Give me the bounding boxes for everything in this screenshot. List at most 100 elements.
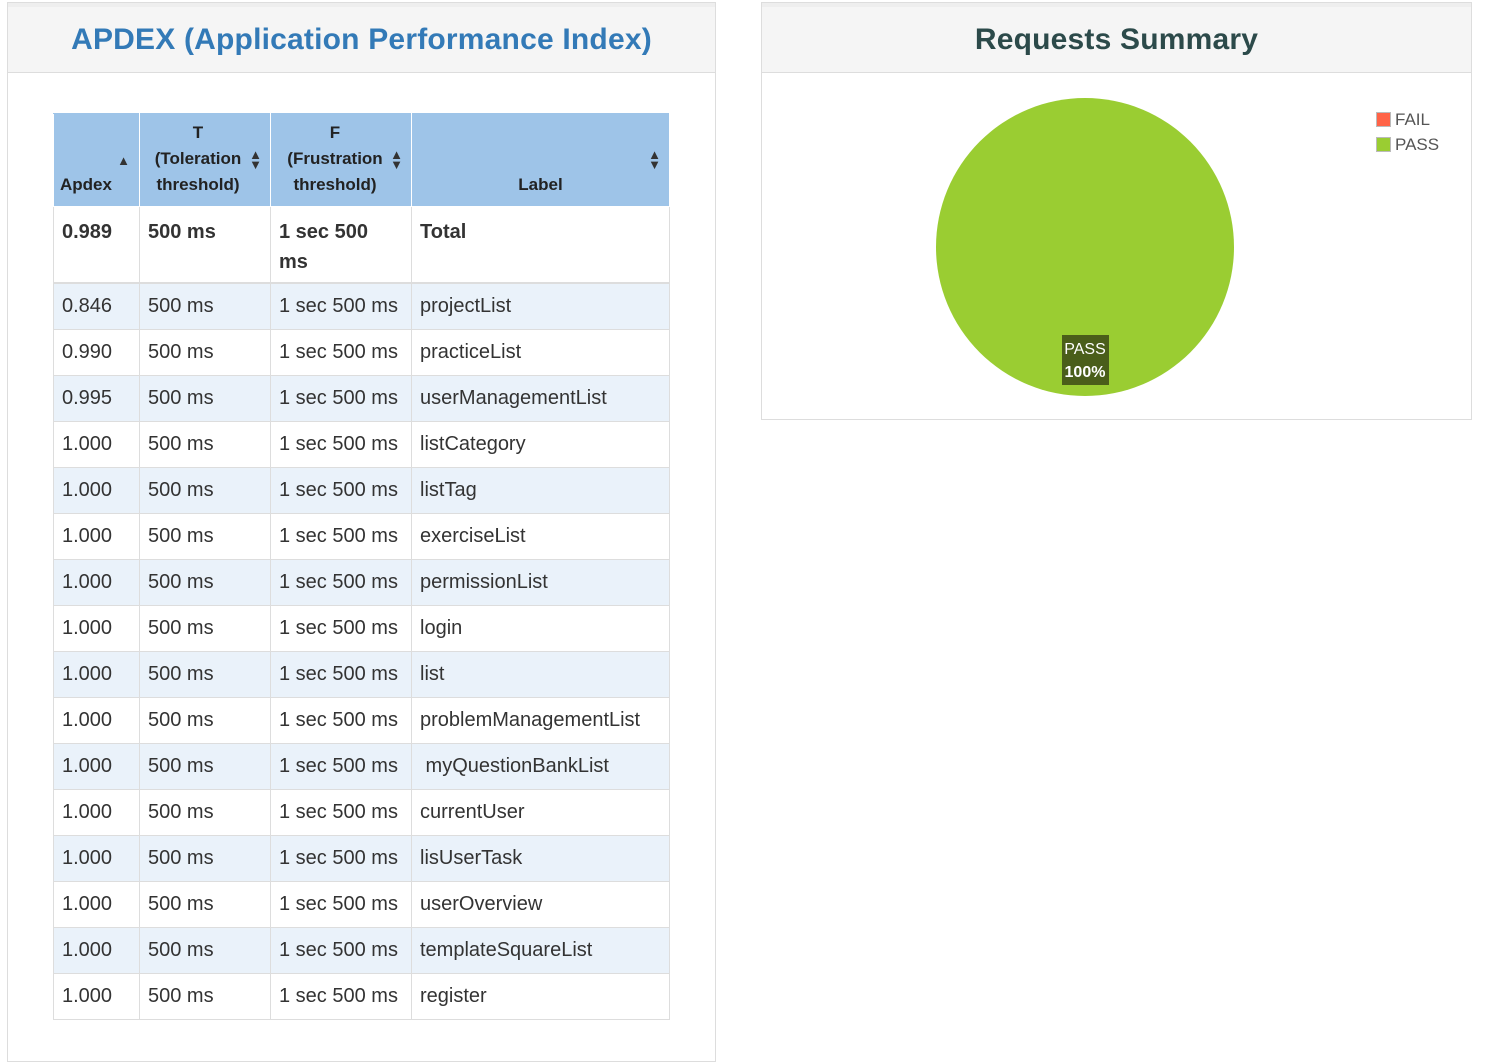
chart-legend: FAIL PASS — [1376, 107, 1439, 157]
cell-label: exerciseList — [411, 513, 670, 560]
table-row: 1.000 500 ms 1 sec 500 ms exerciseList — [53, 513, 670, 560]
cell-apdex: 1.000 — [53, 743, 140, 790]
cell-apdex: 0.990 — [53, 329, 140, 376]
apdex-table: Apdex ▲ T (Toleration threshold) ▲ ▼ F (F… — [53, 113, 670, 1020]
table-row: 1.000 500 ms 1 sec 500 ms login — [53, 605, 670, 652]
cell-frustration: 1 sec 500 ms — [270, 881, 412, 928]
cell-apdex: 1.000 — [53, 513, 140, 560]
cell-apdex: 1.000 — [53, 467, 140, 514]
cell-frustration: 1 sec 500 ms — [270, 651, 412, 698]
table-row: 1.000 500 ms 1 sec 500 ms templateSquareLis… — [53, 927, 670, 974]
cell-frustration: 1 sec 500 ms — [270, 375, 412, 422]
cell-label: myQuestionBankList — [411, 743, 670, 790]
table-row: 0.990 500 ms 1 sec 500 ms practiceList — [53, 329, 670, 376]
legend-swatch-fail — [1376, 112, 1391, 127]
cell-apdex: 1.000 — [53, 605, 140, 652]
table-row: 1.000 500 ms 1 sec 500 ms userOverview — [53, 881, 670, 928]
cell-label: lisUserTask — [411, 835, 670, 882]
column-header-label-text: Label — [518, 175, 563, 194]
sort-both-icon: ▲ ▼ — [390, 147, 403, 172]
column-header-toleration[interactable]: T (Toleration threshold) ▲ ▼ — [139, 113, 271, 207]
cell-toleration: 500 ms — [139, 697, 271, 744]
cell-apdex: 1.000 — [53, 421, 140, 468]
requests-summary-panel: Requests Summary PASS 100% FAIL PASS — [761, 2, 1472, 420]
column-header-frustration[interactable]: F (Frustration threshold) ▲ ▼ — [270, 113, 412, 207]
cell-toleration: 500 ms — [139, 513, 271, 560]
cell-apdex: 1.000 — [53, 697, 140, 744]
column-header-frustration-line2: (Frustration — [287, 149, 383, 168]
total-label: Total — [411, 206, 670, 284]
apdex-panel: APDEX (Application Performance Index) Ap… — [7, 2, 716, 1062]
cell-label: list — [411, 651, 670, 698]
cell-frustration: 1 sec 500 ms — [270, 513, 412, 560]
pie-chart: PASS 100% — [936, 98, 1234, 396]
pie-slice-label-percent: 100% — [1065, 364, 1106, 381]
cell-toleration: 500 ms — [139, 651, 271, 698]
total-toleration: 500 ms — [139, 206, 271, 284]
pie-slice-label-name: PASS — [1064, 341, 1106, 358]
cell-apdex: 0.995 — [53, 375, 140, 422]
cell-toleration: 500 ms — [139, 375, 271, 422]
cell-toleration: 500 ms — [139, 467, 271, 514]
cell-toleration: 500 ms — [139, 559, 271, 606]
pie-slice-pass[interactable] — [936, 98, 1234, 396]
cell-toleration: 500 ms — [139, 605, 271, 652]
cell-toleration: 500 ms — [139, 789, 271, 836]
requests-summary-heading: Requests Summary — [762, 3, 1471, 73]
legend-label-fail: FAIL — [1395, 109, 1430, 129]
column-header-apdex-label: Apdex — [60, 175, 112, 194]
cell-toleration: 500 ms — [139, 927, 271, 974]
cell-apdex: 1.000 — [53, 927, 140, 974]
legend-item-fail[interactable]: FAIL — [1376, 107, 1439, 132]
cell-frustration: 1 sec 500 ms — [270, 835, 412, 882]
table-row: 1.000 500 ms 1 sec 500 ms listTag — [53, 467, 670, 514]
table-row: 1.000 500 ms 1 sec 500 ms myQuestionBankLi… — [53, 743, 670, 790]
cell-label: listTag — [411, 467, 670, 514]
cell-label: permissionList — [411, 559, 670, 606]
sort-both-icon: ▲ ▼ — [249, 147, 262, 172]
pie-slice-label-box — [1062, 335, 1109, 385]
cell-apdex: 1.000 — [53, 789, 140, 836]
column-header-label[interactable]: Label ▲ ▼ — [411, 113, 670, 207]
total-frustration-line2: ms — [279, 251, 308, 273]
column-header-frustration-text: F (Frustration threshold) — [287, 120, 394, 198]
cell-frustration: 1 sec 500 ms — [270, 789, 412, 836]
cell-toleration: 500 ms — [139, 329, 271, 376]
table-row: 1.000 500 ms 1 sec 500 ms listCategory — [53, 421, 670, 468]
cell-frustration: 1 sec 500 ms — [270, 697, 412, 744]
pie-group — [936, 98, 1234, 396]
cell-toleration: 500 ms — [139, 881, 271, 928]
cell-toleration: 500 ms — [139, 282, 271, 330]
table-row: 1.000 500 ms 1 sec 500 ms currentUser — [53, 789, 670, 836]
cell-frustration: 1 sec 500 ms — [270, 467, 412, 514]
cell-label: practiceList — [411, 329, 670, 376]
column-header-frustration-line3: threshold) — [293, 175, 377, 194]
total-frustration-line1: 1 sec 500 — [279, 221, 368, 243]
cell-label: currentUser — [411, 789, 670, 836]
cell-apdex: 0.846 — [53, 282, 140, 330]
column-header-toleration-text: T (Toleration threshold) — [155, 120, 256, 198]
cell-apdex: 1.000 — [53, 651, 140, 698]
apdex-panel-title: APDEX (Application Performance Index) — [71, 22, 652, 56]
cell-label: login — [411, 605, 670, 652]
total-frustration: 1 sec 500 ms — [270, 206, 412, 284]
apdex-panel-heading: APDEX (Application Performance Index) — [8, 3, 715, 73]
table-row: 0.846 500 ms 1 sec 500 ms projectList — [53, 282, 670, 330]
cell-label: userManagementList — [411, 375, 670, 422]
cell-label: register — [411, 973, 670, 1020]
cell-apdex: 1.000 — [53, 881, 140, 928]
cell-toleration: 500 ms — [139, 743, 271, 790]
column-header-apdex[interactable]: Apdex ▲ — [53, 113, 140, 207]
cell-label: listCategory — [411, 421, 670, 468]
sort-both-icon: ▲ ▼ — [648, 147, 661, 172]
cell-label: projectList — [411, 282, 670, 330]
legend-item-pass[interactable]: PASS — [1376, 132, 1439, 157]
apdex-table-header-row: Apdex ▲ T (Toleration threshold) ▲ ▼ F (F… — [53, 113, 670, 207]
table-row-total: 0.989 500 ms 1 sec 500 ms Total — [53, 206, 670, 284]
table-row: 1.000 500 ms 1 sec 500 ms permissionList — [53, 559, 670, 606]
cell-frustration: 1 sec 500 ms — [270, 927, 412, 974]
total-apdex: 0.989 — [53, 206, 140, 284]
cell-frustration: 1 sec 500 ms — [270, 559, 412, 606]
cell-frustration: 1 sec 500 ms — [270, 421, 412, 468]
table-row: 1.000 500 ms 1 sec 500 ms list — [53, 651, 670, 698]
